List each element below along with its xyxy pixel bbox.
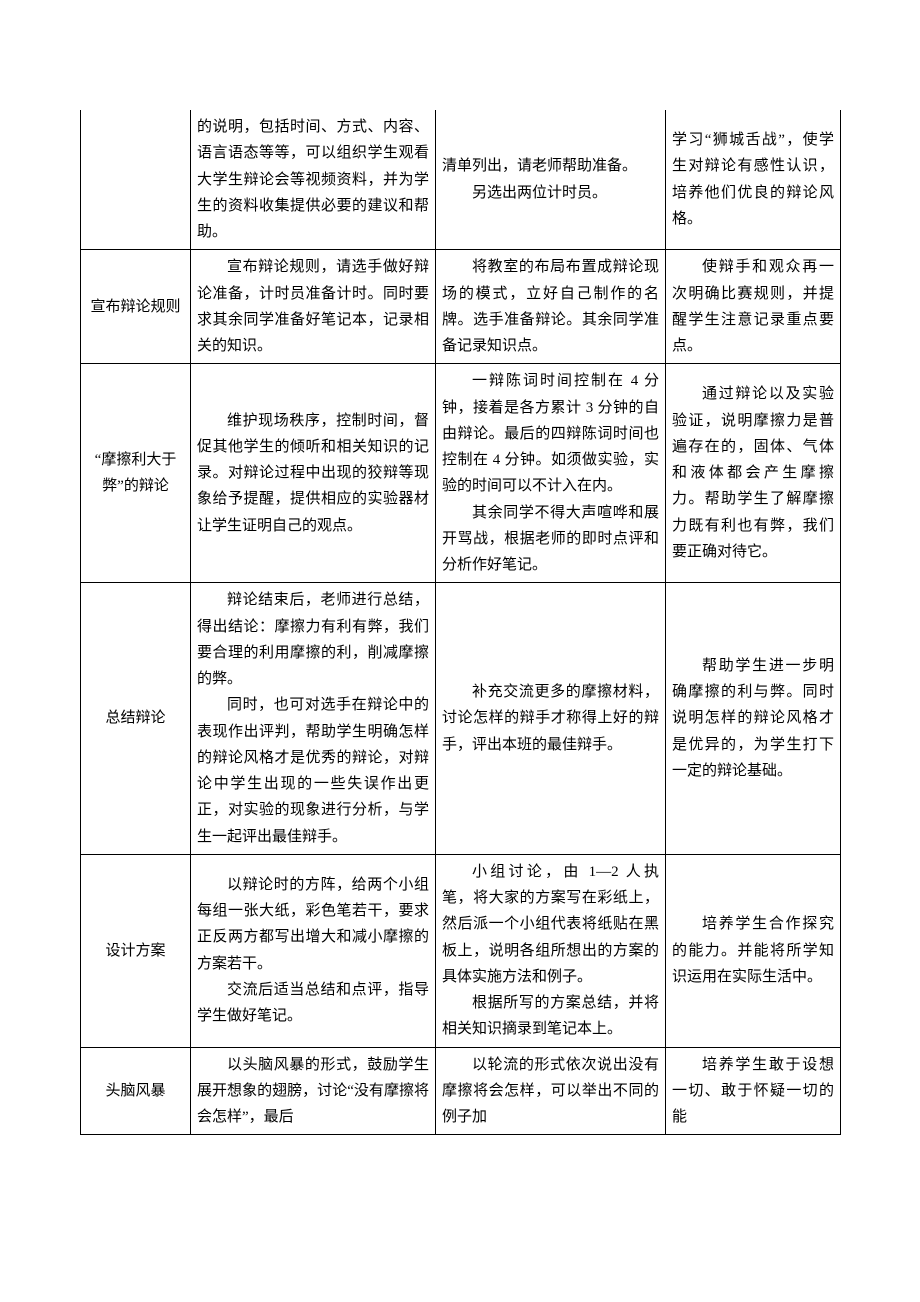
- paragraph: 另选出两位计时员。: [442, 180, 659, 206]
- stage-label: 宣布辩论规则: [81, 250, 191, 364]
- paragraph: 辩论结束后，老师进行总结，得出结论：摩擦力有利有弊，我们要合理的利用摩擦的利，削…: [197, 587, 429, 692]
- paragraph: 培养学生合作探究的能力。并能将所学知识运用在实际生活中。: [672, 911, 834, 990]
- paragraph: 通过辩论以及实验验证，说明摩擦力是普遍存在的，固体、气体和液体都会产生摩擦力。帮…: [672, 381, 834, 565]
- stage-label: [81, 110, 191, 250]
- paragraph: 学习“狮城舌战”，使学生对辩论有感性认识，培养他们优良的辩论风格。: [672, 127, 834, 232]
- document-page: 的说明，包括时间、方式、内容、语言语态等等，可以组织学生观看大学生辩论会等视频资…: [80, 110, 840, 1135]
- design-intent-cell: 培养学生合作探究的能力。并能将所学知识运用在实际生活中。: [666, 854, 841, 1047]
- teacher-activity-cell: 以头脑风暴的形式，鼓励学生展开想象的翅膀，讨论“没有摩擦将会怎样”，最后: [191, 1047, 436, 1135]
- design-intent-cell: 培养学生敢于设想一切、敢于怀疑一切的能: [666, 1047, 841, 1135]
- paragraph: 小组讨论，由 1—2 人执笔，将大家的方案写在彩纸上，然后派一个小组代表将纸贴在…: [442, 859, 659, 990]
- paragraph: 维护现场秩序，控制时间，督促其他学生的倾听和相关知识的记录。对辩论过程中出现的狡…: [197, 408, 429, 539]
- stage-label: 头脑风暴: [81, 1047, 191, 1135]
- table-row: 宣布辩论规则 宣布辩论规则，请选手做好辩论准备，计时员准备计时。同时要求其余同学…: [81, 250, 841, 364]
- paragraph: 帮助学生进一步明确摩擦的利与弊。同时说明怎样的辩论风格才是优异的，为学生打下一定…: [672, 653, 834, 784]
- student-activity-cell: 一辩陈词时间控制在 4 分钟，接着是各方累计 3 分钟的自由辩论。最后的四辩陈词…: [436, 364, 666, 583]
- paragraph: 补充交流更多的摩擦材料，讨论怎样的辩手才称得上好的辩手，评出本班的最佳辩手。: [442, 679, 659, 758]
- teacher-activity-cell: 以辩论时的方阵，给两个小组每组一张大纸，彩色笔若干，要求正反两方都写出增大和减小…: [191, 854, 436, 1047]
- table-row: 总结辩论 辩论结束后，老师进行总结，得出结论：摩擦力有利有弊，我们要合理的利用摩…: [81, 583, 841, 855]
- stage-label: “摩擦利大于弊”的辩论: [81, 364, 191, 583]
- teacher-activity-cell: 维护现场秩序，控制时间，督促其他学生的倾听和相关知识的记录。对辩论过程中出现的狡…: [191, 364, 436, 583]
- paragraph: 的说明，包括时间、方式、内容、语言语态等等，可以组织学生观看大学生辩论会等视频资…: [197, 114, 429, 245]
- stage-label: 设计方案: [81, 854, 191, 1047]
- paragraph: 根据所写的方案总结，并将相关知识摘录到笔记本上。: [442, 990, 659, 1043]
- stage-label: 总结辩论: [81, 583, 191, 855]
- design-intent-cell: 通过辩论以及实验验证，说明摩擦力是普遍存在的，固体、气体和液体都会产生摩擦力。帮…: [666, 364, 841, 583]
- paragraph: 其余同学不得大声喧哗和展开骂战，根据老师的即时点评和分析作好笔记。: [442, 500, 659, 579]
- student-activity-cell: 将教室的布局布置成辩论现场的模式，立好自己制作的名牌。选手准备辩论。其余同学准备…: [436, 250, 666, 364]
- design-intent-cell: 学习“狮城舌战”，使学生对辩论有感性认识，培养他们优良的辩论风格。: [666, 110, 841, 250]
- teacher-activity-cell: 的说明，包括时间、方式、内容、语言语态等等，可以组织学生观看大学生辩论会等视频资…: [191, 110, 436, 250]
- paragraph: 以辩论时的方阵，给两个小组每组一张大纸，彩色笔若干，要求正反两方都写出增大和减小…: [197, 872, 429, 977]
- table-row: 头脑风暴 以头脑风暴的形式，鼓励学生展开想象的翅膀，讨论“没有摩擦将会怎样”，最…: [81, 1047, 841, 1135]
- paragraph: 将教室的布局布置成辩论现场的模式，立好自己制作的名牌。选手准备辩论。其余同学准备…: [442, 254, 659, 359]
- teacher-activity-cell: 辩论结束后，老师进行总结，得出结论：摩擦力有利有弊，我们要合理的利用摩擦的利，削…: [191, 583, 436, 855]
- paragraph: 以轮流的形式依次说出没有摩擦将会怎样，可以举出不同的例子加: [442, 1052, 659, 1131]
- teacher-activity-cell: 宣布辩论规则，请选手做好辩论准备，计时员准备计时。同时要求其余同学准备好笔记本，…: [191, 250, 436, 364]
- paragraph: 清单列出，请老师帮助准备。: [442, 153, 659, 179]
- student-activity-cell: 补充交流更多的摩擦材料，讨论怎样的辩手才称得上好的辩手，评出本班的最佳辩手。: [436, 583, 666, 855]
- paragraph: 培养学生敢于设想一切、敢于怀疑一切的能: [672, 1052, 834, 1131]
- paragraph: 同时，也可对选手在辩论中的表现作出评判，帮助学生明确怎样的辩论风格才是优秀的辩论…: [197, 692, 429, 850]
- table-row: 设计方案 以辩论时的方阵，给两个小组每组一张大纸，彩色笔若干，要求正反两方都写出…: [81, 854, 841, 1047]
- student-activity-cell: 小组讨论，由 1—2 人执笔，将大家的方案写在彩纸上，然后派一个小组代表将纸贴在…: [436, 854, 666, 1047]
- paragraph: 使辩手和观众再一次明确比赛规则，并提醒学生注意记录重点要点。: [672, 254, 834, 359]
- table-row: “摩擦利大于弊”的辩论 维护现场秩序，控制时间，督促其他学生的倾听和相关知识的记…: [81, 364, 841, 583]
- paragraph: 以头脑风暴的形式，鼓励学生展开想象的翅膀，讨论“没有摩擦将会怎样”，最后: [197, 1052, 429, 1131]
- paragraph: 宣布辩论规则，请选手做好辩论准备，计时员准备计时。同时要求其余同学准备好笔记本，…: [197, 254, 429, 359]
- lesson-plan-table: 的说明，包括时间、方式、内容、语言语态等等，可以组织学生观看大学生辩论会等视频资…: [80, 110, 841, 1135]
- student-activity-cell: 以轮流的形式依次说出没有摩擦将会怎样，可以举出不同的例子加: [436, 1047, 666, 1135]
- student-activity-cell: 清单列出，请老师帮助准备。 另选出两位计时员。: [436, 110, 666, 250]
- design-intent-cell: 使辩手和观众再一次明确比赛规则，并提醒学生注意记录重点要点。: [666, 250, 841, 364]
- paragraph: 交流后适当总结和点评，指导学生做好笔记。: [197, 977, 429, 1030]
- paragraph: 一辩陈词时间控制在 4 分钟，接着是各方累计 3 分钟的自由辩论。最后的四辩陈词…: [442, 368, 659, 499]
- design-intent-cell: 帮助学生进一步明确摩擦的利与弊。同时说明怎样的辩论风格才是优异的，为学生打下一定…: [666, 583, 841, 855]
- table-row: 的说明，包括时间、方式、内容、语言语态等等，可以组织学生观看大学生辩论会等视频资…: [81, 110, 841, 250]
